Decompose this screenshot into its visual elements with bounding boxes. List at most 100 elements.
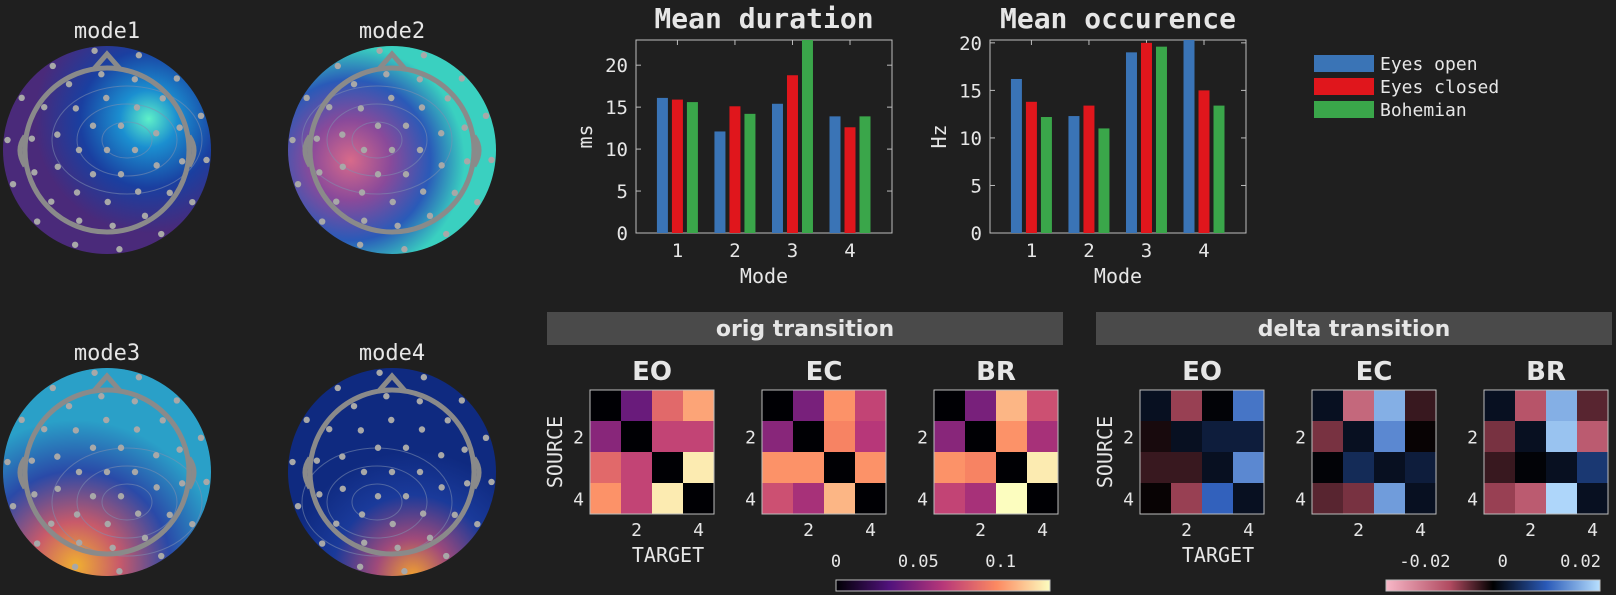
nose-outline [376,372,408,394]
x-tick-label: 4 [865,520,876,541]
colorbar-tick-label: 0 [1498,552,1508,572]
legend-swatch [1314,101,1374,118]
heatmap-cell [1312,483,1344,515]
bar-eyes-closed [1025,101,1037,233]
heatmap-cell [855,421,887,453]
electrode [419,510,427,517]
legend-label: Bohemian [1380,100,1467,121]
legend-label: Eyes closed [1380,77,1499,98]
heatmap-cell [996,452,1028,484]
heatmap-cell [1233,390,1265,422]
heatmap-cell [621,452,653,484]
electrode [134,188,142,195]
y-tick-label: 20 [605,55,628,77]
electrode [313,135,321,142]
heatmap-cell [762,452,794,484]
bar-eyes-open [1068,116,1080,233]
electrode [48,520,55,527]
electrode [474,198,481,206]
heatmap-cell [1027,452,1059,484]
electrode [116,246,123,253]
electrode [488,478,495,486]
heatmap-cell [762,390,794,422]
panel-header [1096,312,1612,345]
electrode [173,75,181,82]
x-tick-label: 4 [1037,520,1048,541]
heatmap-cell [934,390,966,422]
electrode [361,217,368,224]
electrode [178,480,186,487]
contour-line [76,103,178,177]
bar-bohemian [859,116,871,233]
electrode [153,484,160,491]
electrode [41,425,48,433]
electrode [89,493,97,500]
y-tick-label: 15 [959,80,982,102]
heatmap-cell [1577,452,1609,484]
topomap: mode4 [288,341,496,576]
left-ear [302,456,313,490]
electrode [176,124,183,131]
electrode [54,453,61,460]
panel-header [547,312,1063,345]
electrode [389,520,396,528]
contour-line [101,483,153,521]
left-ear [17,134,28,168]
y-tick-label: 4 [1295,490,1306,511]
electrode [326,103,333,111]
electrode [418,426,426,433]
bar-eyes-open [656,97,668,234]
y-tick-label: 4 [917,490,928,511]
electrode [98,393,105,400]
heatmap-cell [1202,452,1234,484]
y-tick-label: 0 [617,223,628,245]
heatmap-frame [1139,389,1265,515]
electrode [166,189,173,197]
y-tick-label: 0 [971,223,982,245]
heatmap-cell [855,390,887,422]
electrode [339,485,346,492]
electrode [153,452,160,459]
heatmap-cell [793,452,825,484]
electrode [18,94,25,102]
heatmap-cell [934,452,966,484]
electrode [482,112,490,120]
topomap: mode3 [3,341,211,576]
heatmap-cell [1343,421,1375,453]
electrode [76,539,83,546]
electrode [419,188,427,195]
contour-line [101,121,153,159]
electrode [388,146,396,154]
heatmap-cell [996,390,1028,422]
contour-line [76,465,178,539]
electrode [318,218,326,225]
electrode [334,384,341,392]
bar-eyes-open [829,116,841,233]
heatmap-cell [1546,483,1578,515]
bar-eyes-open [714,131,726,233]
contour-line [326,465,428,539]
electrode [416,468,424,476]
electrode [313,457,321,464]
electrode [89,122,97,129]
y-axis-label: SOURCE [543,416,567,488]
heatmap: BR 2 2 4 4 [917,357,1059,541]
x-tick-label: 4 [844,240,855,262]
electrode [451,511,458,519]
electrode [75,146,83,154]
heatmap-cell [590,452,622,484]
electrode [18,416,25,424]
right-ear [471,456,482,490]
electrode [416,398,423,405]
x-tick-label: 2 [1353,520,1364,541]
bar-eyes-closed [729,106,741,233]
x-tick-label: 2 [803,520,814,541]
head-outline [22,387,192,557]
heatmap-cell [793,421,825,453]
electrode [89,444,97,451]
electrode [333,520,340,527]
x-tick-label: 4 [693,520,704,541]
electrode [71,563,79,570]
electrode [443,230,450,238]
